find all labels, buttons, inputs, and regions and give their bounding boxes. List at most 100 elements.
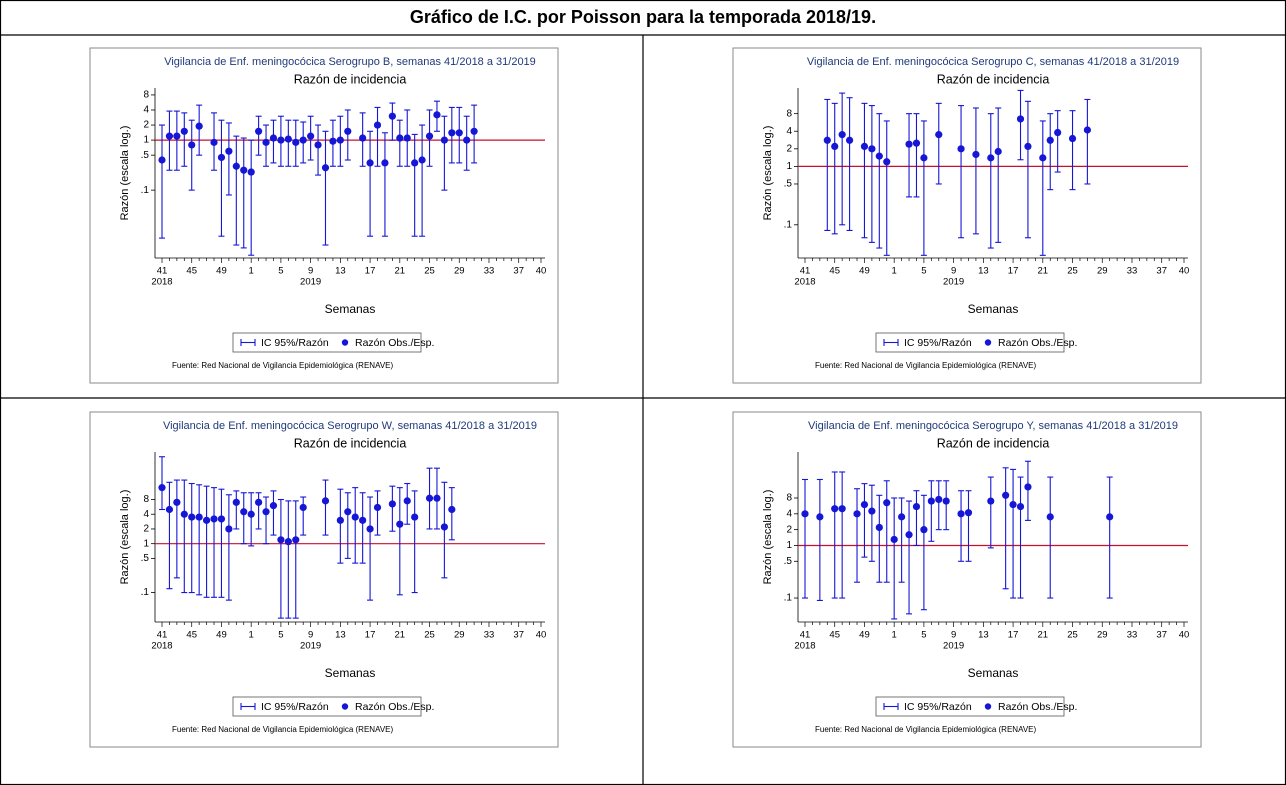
x-tick-label: 40 (536, 266, 547, 277)
error-bar (876, 113, 883, 249)
point (403, 497, 411, 505)
error-bar (958, 490, 965, 562)
point (1024, 483, 1032, 491)
point (425, 132, 434, 140)
point (987, 497, 995, 505)
legend-box (875, 332, 1065, 353)
x-tick-label: 9 (308, 266, 313, 277)
error-bar (367, 496, 374, 601)
error-bar (1106, 476, 1113, 599)
point (912, 502, 921, 511)
error-bar (965, 490, 972, 562)
point (1106, 513, 1114, 521)
point (927, 497, 935, 505)
error-bar (218, 488, 225, 598)
point (277, 136, 285, 144)
point (373, 121, 382, 129)
point (188, 141, 196, 149)
chart-frame (89, 411, 559, 748)
error-bar (831, 471, 838, 599)
x-tick-label: 17 (365, 630, 376, 641)
x-tick-label: 29 (1097, 266, 1108, 277)
point (299, 503, 307, 512)
legend-label: IC 95%/Razón (261, 337, 329, 349)
x-tick-label: 45 (829, 630, 840, 641)
error-bar (419, 124, 426, 237)
x-tick-label: 40 (536, 630, 547, 641)
point (433, 494, 441, 502)
point (838, 505, 846, 513)
y-tick-label: 4 (143, 105, 149, 116)
point (292, 536, 300, 544)
error-bar (1084, 98, 1091, 185)
y-axis-label: Razón (escala log.) (762, 126, 774, 221)
error-bar (913, 490, 920, 547)
point (195, 513, 203, 521)
chart: Vigilancia de Enf. meningocócica Serogru… (89, 411, 559, 748)
error-bar (868, 105, 875, 243)
legend-label: Razón Obs./Esp. (355, 701, 434, 713)
x-tick-label: 5 (278, 630, 283, 641)
legend-box (232, 332, 422, 353)
point (411, 159, 419, 167)
x-tick-sublabel: 2019 (300, 277, 321, 288)
chart: Vigilancia de Enf. meningocócica Serogru… (89, 47, 559, 384)
chart-title: Vigilancia de Enf. meningocócica Serogru… (807, 56, 1179, 68)
y-tick-label: 2 (143, 524, 149, 535)
error-bar (1024, 460, 1031, 521)
error-bar (374, 106, 381, 167)
point (396, 520, 404, 528)
x-tick-label: 49 (216, 266, 227, 277)
x-tick-sublabel: 2018 (794, 641, 815, 652)
y-tick-label: .1 (784, 593, 793, 604)
x-tick-label: 49 (859, 630, 870, 641)
x-tick-label: 41 (800, 266, 811, 277)
point (292, 138, 300, 146)
point (262, 138, 270, 146)
point (440, 136, 448, 144)
point (964, 509, 973, 517)
error-bar (322, 130, 329, 246)
legend-label: IC 95%/Razón (904, 701, 972, 713)
error-bar (389, 102, 396, 141)
x-tick-sublabel: 2018 (151, 641, 172, 652)
point (210, 138, 218, 146)
point (912, 139, 921, 147)
point (188, 513, 196, 521)
error-bar (367, 130, 374, 237)
x-tick-label: 17 (1008, 630, 1019, 641)
point (860, 500, 869, 509)
point (403, 134, 411, 142)
error-bar (248, 492, 255, 547)
point (314, 141, 322, 149)
legend-label: IC 95%/Razón (904, 337, 972, 349)
x-tick-label: 41 (800, 630, 811, 641)
point (448, 129, 456, 137)
point (247, 510, 255, 518)
point (831, 142, 839, 150)
point (195, 122, 203, 130)
error-bar (861, 102, 868, 239)
y-tick-label: 8 (786, 493, 792, 504)
error-bar (935, 480, 942, 531)
x-tick-sublabel: 2019 (943, 641, 964, 652)
x-tick-label: 33 (484, 266, 495, 277)
point (351, 513, 359, 521)
x-tick-label: 45 (829, 266, 840, 277)
y-tick-label: 1 (786, 161, 792, 172)
point (359, 134, 367, 142)
error-bar (159, 124, 165, 239)
error-bar (928, 480, 935, 542)
point (329, 137, 337, 145)
error-bar (359, 492, 366, 564)
error-bar (802, 478, 808, 599)
y-tick-label: 1 (786, 540, 792, 551)
legend-swatch (341, 339, 349, 346)
y-axis-label: Razón (escala log.) (762, 490, 774, 585)
x-tick-label: 1 (249, 266, 254, 277)
y-axis-label: Razón (escala log.) (119, 126, 131, 221)
point (1016, 502, 1025, 511)
error-bar (233, 135, 240, 246)
point (994, 147, 1002, 156)
